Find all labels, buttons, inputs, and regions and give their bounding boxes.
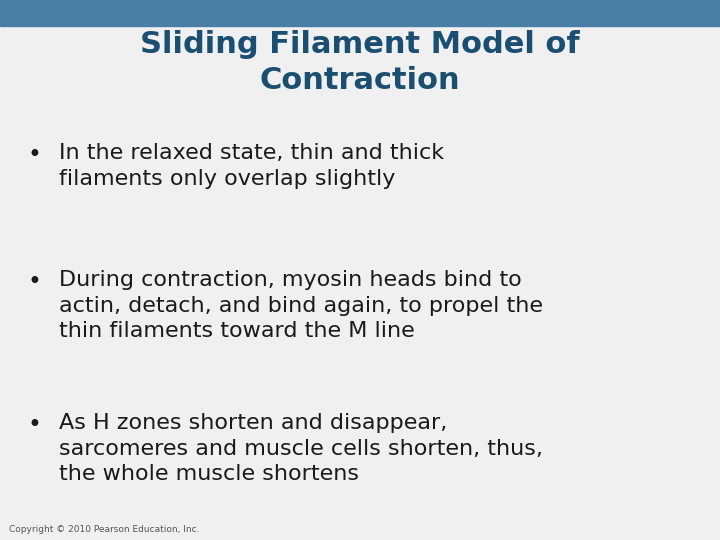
Text: •: • bbox=[28, 270, 42, 294]
Text: Copyright © 2010 Pearson Education, Inc.: Copyright © 2010 Pearson Education, Inc. bbox=[9, 524, 199, 534]
Text: •: • bbox=[28, 413, 42, 437]
Text: During contraction, myosin heads bind to
actin, detach, and bind again, to prope: During contraction, myosin heads bind to… bbox=[59, 270, 543, 341]
Bar bbox=[0, 0, 720, 26]
Text: In the relaxed state, thin and thick
filaments only overlap slightly: In the relaxed state, thin and thick fil… bbox=[59, 143, 444, 188]
Text: •: • bbox=[28, 143, 42, 167]
Text: Sliding Filament Model of
Contraction: Sliding Filament Model of Contraction bbox=[140, 30, 580, 94]
Text: As H zones shorten and disappear,
sarcomeres and muscle cells shorten, thus,
the: As H zones shorten and disappear, sarcom… bbox=[59, 413, 543, 484]
